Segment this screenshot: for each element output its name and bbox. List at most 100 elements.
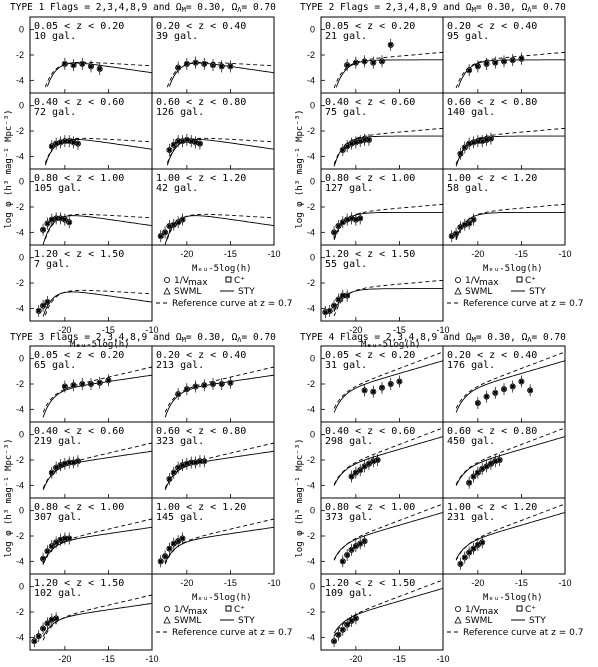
data-point-swml	[63, 62, 67, 66]
data-point-swml	[202, 459, 207, 464]
panel-galaxy-count: 109 gal.	[325, 588, 373, 599]
x-tick-label: -20	[349, 325, 362, 335]
panel-frame	[151, 497, 275, 575]
reference-curve	[333, 503, 444, 561]
legend-swml: SWML	[174, 287, 201, 297]
sty-fit-curve	[333, 436, 444, 486]
chart-title-part: = 0.30, Ω	[186, 2, 238, 13]
data-point-swml	[354, 140, 358, 145]
data-point-swml	[340, 627, 345, 632]
y-tick-label: -4	[16, 227, 24, 237]
data-point-swml	[480, 540, 485, 545]
sty-fit-curve	[42, 291, 153, 317]
reference-curve	[333, 579, 444, 637]
data-point-swml	[67, 139, 72, 143]
chart-title-part: M	[182, 6, 186, 14]
legend-cplus-symbol	[516, 276, 523, 283]
data-point-swml	[340, 220, 345, 224]
x-axis-label: Mₑᵤ-5log(h)	[70, 340, 130, 350]
panel-galaxy-count: 213 gal.	[156, 360, 204, 371]
sty-fit-curve	[455, 360, 566, 413]
panel-galaxy-count: 58 gal.	[447, 183, 489, 194]
reference-curve	[164, 366, 275, 413]
reference-curve	[333, 203, 444, 241]
reference-curve	[333, 279, 444, 317]
panel-galaxy-count: 176 gal.	[447, 360, 495, 371]
data-point-swml	[471, 546, 476, 551]
panel-galaxy-count: 231 gal.	[447, 512, 495, 523]
sty-fit-curve	[42, 526, 153, 564]
panel-redshift-range: 0.80 < z < 1.00	[325, 502, 415, 513]
data-point-swml	[97, 380, 102, 385]
panel-redshift-range: 1.20 < z < 1.50	[34, 249, 124, 260]
panel-galaxy-count: 307 gal.	[34, 512, 82, 523]
panel-galaxy-count: 65 gal.	[34, 360, 76, 371]
data-point-swml	[49, 144, 54, 148]
data-point-swml	[362, 138, 367, 142]
data-point-swml	[89, 64, 93, 69]
data-point-swml	[71, 140, 76, 145]
data-point-swml	[45, 621, 50, 626]
reference-curve	[164, 518, 275, 565]
legend-vmax: 1/V	[465, 605, 481, 615]
data-point-swml	[493, 60, 498, 65]
data-point-swml	[480, 139, 485, 143]
x-tick-label: -10	[145, 654, 158, 664]
data-point-swml	[219, 64, 224, 69]
data-point-swml	[462, 222, 467, 227]
y-tick-label: -2	[16, 278, 24, 288]
panel-redshift-range: 1.20 < z < 1.50	[325, 249, 415, 260]
x-tick-label: -15	[102, 654, 115, 664]
sty-fit-curve	[455, 211, 565, 239]
legend-swml: SWML	[174, 616, 201, 626]
data-point-swml	[63, 462, 67, 466]
panel-redshift-range: 0.05 < z < 0.20	[34, 21, 124, 32]
data-point-swml	[519, 57, 524, 61]
data-point-swml	[371, 389, 376, 394]
x-tick-label: -20	[180, 578, 193, 588]
data-point-swml	[489, 136, 493, 141]
panel-galaxy-count: 373 gal.	[325, 512, 373, 523]
chart-title-part: = 0.70	[242, 332, 277, 343]
y-tick-label: 0	[310, 177, 315, 187]
reference-curve	[333, 127, 444, 165]
reference-curve	[333, 51, 444, 89]
y-tick-label: -2	[307, 379, 315, 389]
chart-type-3: TYPE 3 Flags = 2,3,4,8,9 and ΩM= 0.30, Ω…	[4, 332, 292, 664]
panel-galaxy-count: 298 gal.	[325, 436, 373, 447]
legend-swml-symbol	[163, 287, 171, 295]
sty-fit-curve	[333, 288, 443, 312]
y-tick-label: -2	[16, 455, 24, 465]
data-point-swml	[358, 216, 363, 221]
sty-fit-curve	[42, 450, 153, 491]
legend-vmax-sub: max	[188, 607, 208, 617]
chart-title-part: Λ	[527, 336, 532, 344]
legend-vmax-sub: max	[188, 278, 208, 288]
data-point-swml	[228, 380, 233, 385]
data-point-swml	[362, 388, 367, 393]
data-point-swml	[176, 139, 180, 143]
panel-galaxy-count: 7 gal.	[34, 259, 70, 270]
data-point-swml	[189, 460, 194, 465]
y-tick-label: -4	[16, 303, 24, 313]
data-point-swml	[489, 462, 493, 466]
legend-vmax: 1/V	[174, 276, 190, 286]
data-point-swml	[336, 224, 341, 228]
legend-cplus-symbol	[225, 276, 232, 283]
panel-redshift-range: 0.60 < z < 0.80	[447, 97, 537, 108]
data-point-swml	[158, 234, 163, 238]
panel-galaxy-count: 219 gal.	[34, 436, 82, 447]
data-point-swml	[484, 394, 489, 399]
data-point-swml	[63, 384, 67, 389]
data-point-swml	[354, 544, 358, 548]
data-point-swml	[185, 62, 189, 66]
panel-galaxy-count: 127 gal.	[325, 183, 373, 194]
y-axis-label: log φ (h³ mag⁻¹ Mpc⁻³)	[295, 109, 305, 228]
legend-cplus-symbol	[516, 605, 523, 612]
panel-redshift-range: 0.05 < z < 0.20	[34, 350, 124, 361]
